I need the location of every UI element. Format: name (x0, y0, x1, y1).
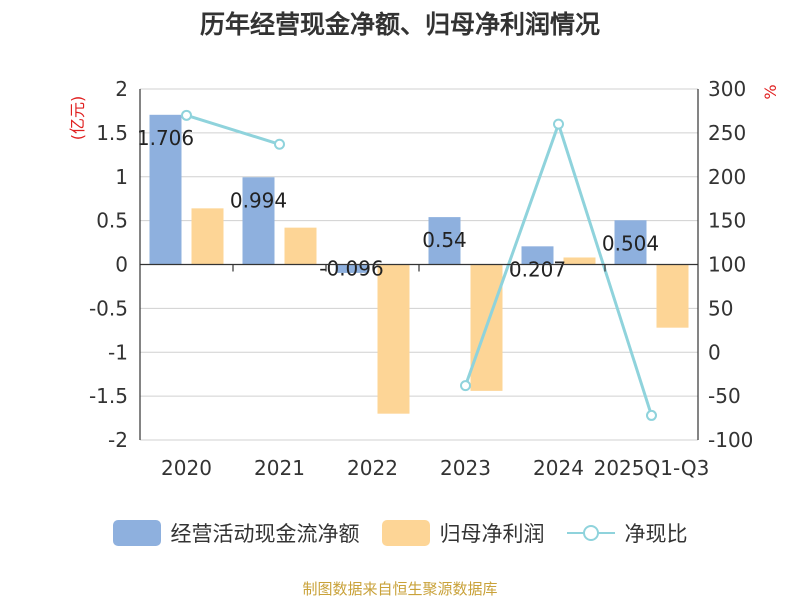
point-cash-ratio (274, 138, 285, 150)
bar-cashflow (428, 217, 461, 265)
chart-title: 历年经营现金净额、归母净利润情况 (199, 10, 600, 39)
x-tick-label: 2023 (440, 456, 491, 480)
y-left-tick-label: 1 (115, 165, 128, 189)
data-label-cashflow: 0.54 (422, 228, 467, 252)
legend: 经营活动现金流净额 归母净利润 净现比 (0, 518, 800, 548)
point-cash-ratio (181, 109, 192, 121)
y-right-tick-label: 0 (708, 340, 721, 364)
y-left-tick-label: 2 (115, 77, 128, 101)
data-label-cashflow: 0.207 (509, 257, 566, 281)
label-layer: 1.706 0.994 -0.096 0.54 0.207 0.504 (137, 126, 659, 282)
y-right-tick-label: 200 (708, 165, 746, 189)
x-tick-label: 2020 (161, 456, 212, 480)
point-cash-ratio (460, 380, 471, 392)
line-cash-ratio (186, 113, 280, 146)
y-right-tick-label: 50 (708, 296, 733, 320)
bar-net-profit (284, 227, 317, 265)
bar-layer (149, 114, 689, 414)
y-left-unit-label: (亿元) (68, 96, 87, 141)
legend-swatch-cashflow (112, 520, 161, 546)
point-cash-ratio (646, 409, 657, 421)
x-tick-label: 2021 (254, 456, 305, 480)
y-left-tick-label: -2 (108, 428, 128, 452)
legend-label-cash-ratio: 净现比 (624, 522, 688, 546)
bar-cashflow (614, 220, 647, 265)
point-cash-ratio (553, 118, 564, 130)
legend-item-cashflow[interactable]: 经营活动现金流净额 (112, 518, 360, 548)
y-right-tick-label: 300 (708, 77, 746, 101)
x-tick-label: 2022 (347, 456, 398, 480)
y-right-unit-label: % (761, 84, 780, 99)
bar-net-profit (377, 264, 410, 414)
legend-label-net-profit: 归母净利润 (439, 522, 545, 546)
legend-item-cash-ratio[interactable]: 净现比 (566, 518, 688, 548)
y-left-tick-label: 1.5 (96, 121, 128, 145)
legend-line-cash-ratio-icon (566, 520, 615, 546)
y-left-tick-label: -1 (108, 340, 128, 364)
bar-cashflow (149, 114, 182, 265)
y-right-tick-label: 100 (708, 253, 746, 277)
data-label-cashflow: -0.096 (319, 257, 383, 281)
x-tick-label: 2024 (533, 456, 584, 480)
legend-item-net-profit[interactable]: 归母净利润 (381, 518, 545, 548)
legend-swatch-net-profit (381, 520, 430, 546)
y-right-tick-label: 250 (708, 121, 746, 145)
y-left-tick-label: -1.5 (89, 384, 128, 408)
legend-label-cashflow: 经营活动现金流净额 (170, 522, 360, 546)
bar-net-profit (563, 257, 596, 265)
bar-net-profit (656, 264, 689, 328)
source-note: 制图数据来自恒生聚源数据库 (302, 580, 498, 598)
y-left-tick-label: -0.5 (89, 296, 128, 320)
line-layer (181, 109, 657, 421)
grid-layer (140, 88, 698, 441)
y-right-tick-label: 150 (708, 209, 746, 233)
bar-net-profit (191, 208, 224, 265)
data-label-cashflow: 1.706 (137, 126, 194, 150)
bar-cashflow (521, 246, 554, 265)
y-right-tick-label: -100 (708, 428, 753, 452)
y-right-tick-label: -50 (708, 384, 741, 408)
y-left-tick-label: 0 (115, 253, 128, 277)
data-label-cashflow: 0.994 (230, 188, 287, 212)
axis-layer: 2 1.5 1 0.5 0 -0.5 -1 -1.5 -2 300 250 200 150 100 50 0 -… (68, 77, 780, 480)
bar-cashflow (242, 177, 275, 265)
x-tick-label: 2025Q1-Q3 (594, 456, 710, 480)
bar-cashflow (335, 264, 368, 273)
data-label-cashflow: 0.504 (602, 231, 659, 255)
y-left-tick-label: 0.5 (96, 209, 128, 233)
